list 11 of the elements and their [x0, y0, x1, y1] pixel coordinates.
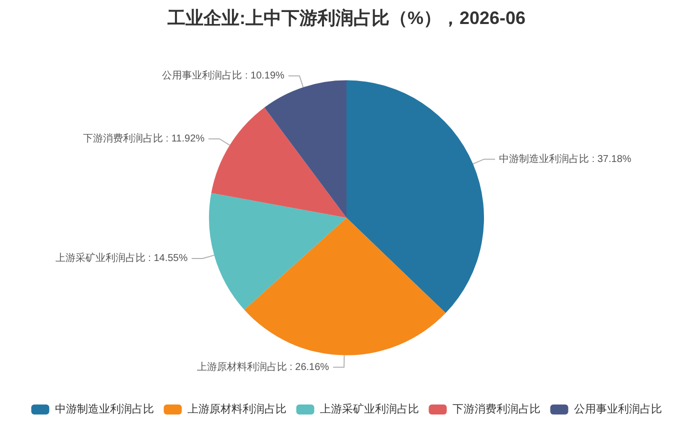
legend-label: 上游采矿业利润占比 — [320, 402, 419, 416]
legend-label: 公用事业利润占比 — [574, 402, 662, 416]
legend-label: 中游制造业利润占比 — [54, 402, 154, 416]
chart-title: 工业企业:上中下游利润占比（%），2026-06 — [166, 8, 526, 28]
data-label: 中游制造业利润占比 : 37.18% — [499, 152, 632, 165]
data-label: 上游采矿业利润占比 : 14.55% — [55, 252, 188, 264]
data-label: 上游原材料利润占比 : 26.16% — [196, 361, 330, 374]
data-label: 下游消费利润占比 : 11.92% — [83, 132, 205, 145]
legend-label: 下游消费利润占比 — [452, 402, 540, 416]
legend-label: 上游原材料利润占比 — [187, 402, 286, 416]
data-label: 公用事业利润占比 : 10.19% — [162, 70, 285, 82]
